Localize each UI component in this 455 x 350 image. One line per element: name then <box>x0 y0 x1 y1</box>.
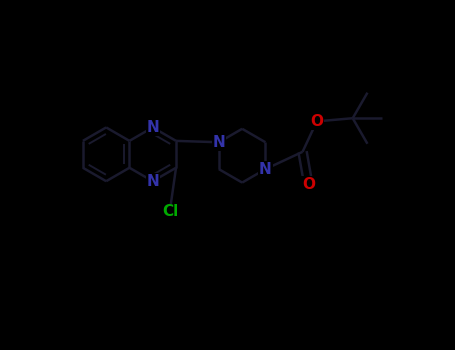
Text: Cl: Cl <box>162 204 179 219</box>
Text: N: N <box>259 162 272 177</box>
Text: O: O <box>310 114 323 129</box>
Text: N: N <box>212 135 225 150</box>
Text: N: N <box>147 174 159 189</box>
Text: N: N <box>147 120 159 135</box>
Text: O: O <box>302 177 315 191</box>
